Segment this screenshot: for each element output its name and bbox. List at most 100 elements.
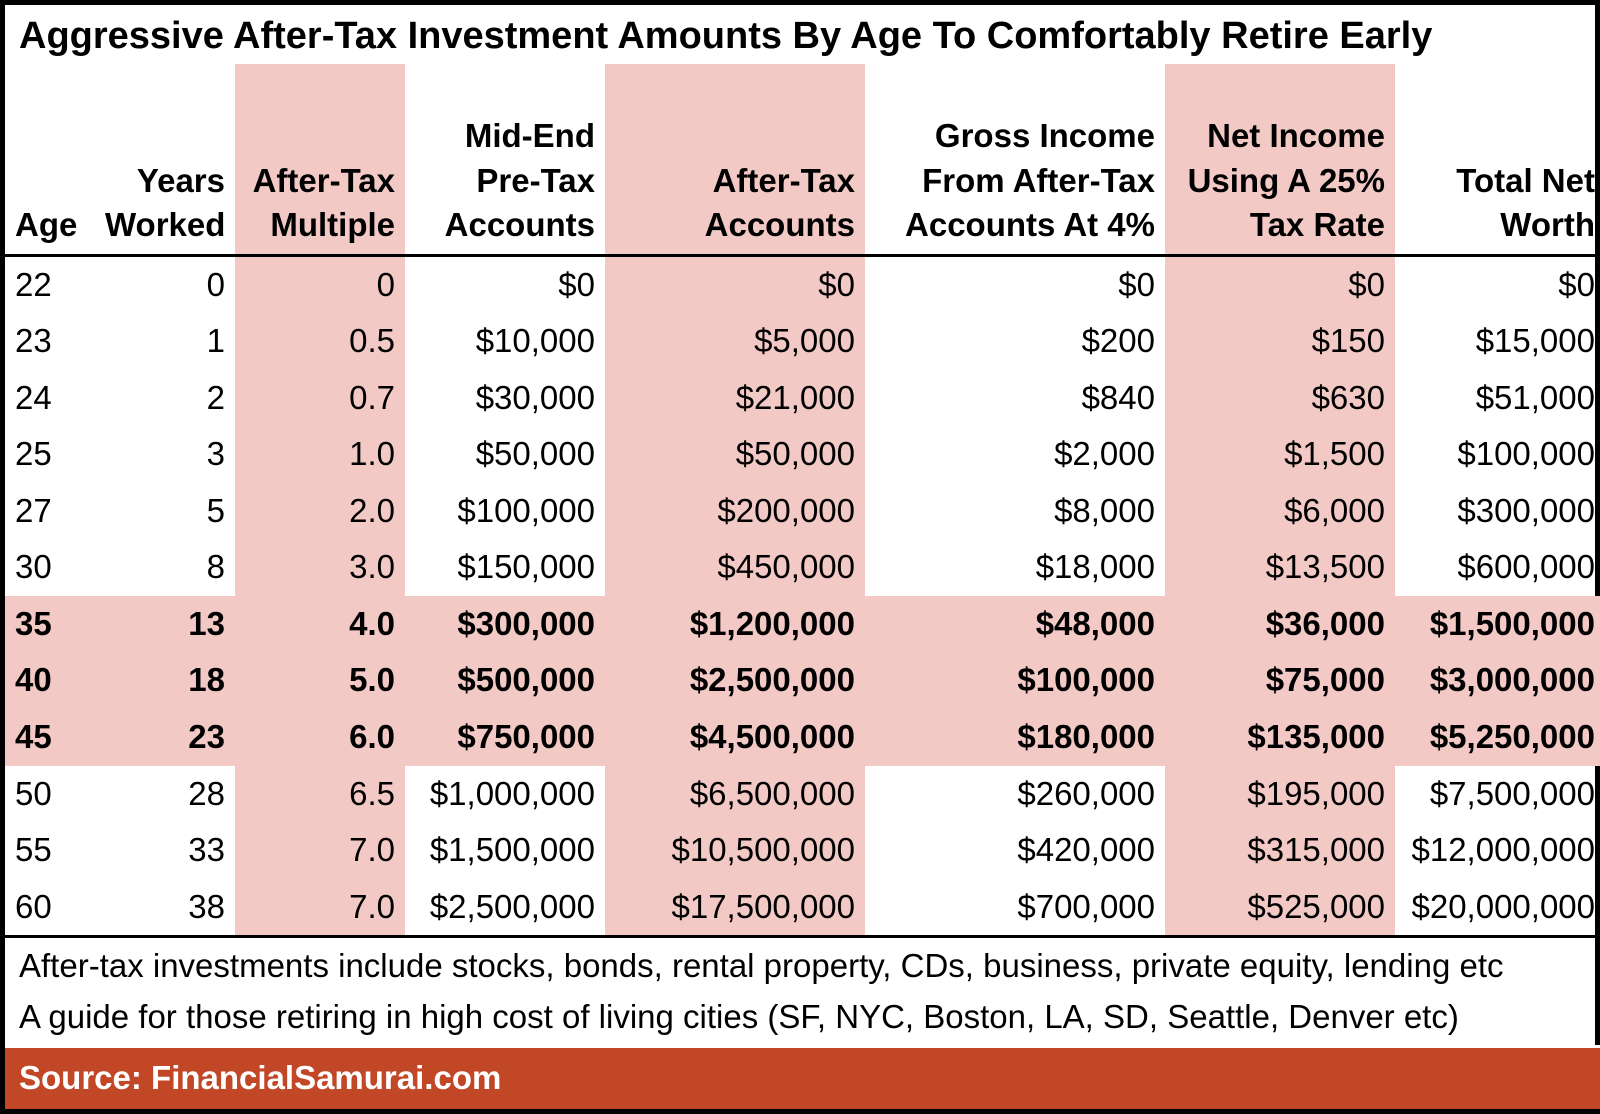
cell-networth: $7,500,000 xyxy=(1395,766,1600,823)
cell-pretax: $30,000 xyxy=(405,370,605,427)
cell-aftertax: $21,000 xyxy=(605,370,865,427)
cell-net: $36,000 xyxy=(1165,596,1395,653)
table-row: 2531.0$50,000$50,000$2,000$1,500$100,000 xyxy=(5,426,1600,483)
cell-net: $0 xyxy=(1165,255,1395,313)
cell-gross: $260,000 xyxy=(865,766,1165,823)
cell-age: 30 xyxy=(5,539,95,596)
cell-age: 27 xyxy=(5,483,95,540)
cell-age: 45 xyxy=(5,709,95,766)
cell-multiple: 3.0 xyxy=(235,539,405,596)
footnote-row-2: A guide for those retiring in high cost … xyxy=(5,995,1600,1047)
cell-multiple: 7.0 xyxy=(235,879,405,937)
cell-multiple: 6.5 xyxy=(235,766,405,823)
cell-multiple: 0.5 xyxy=(235,313,405,370)
cell-multiple: 7.0 xyxy=(235,822,405,879)
cell-networth: $100,000 xyxy=(1395,426,1600,483)
table-title: Aggressive After-Tax Investment Amounts … xyxy=(5,5,1595,64)
cell-years: 23 xyxy=(95,709,235,766)
cell-gross: $100,000 xyxy=(865,652,1165,709)
table-row: 45236.0$750,000$4,500,000$180,000$135,00… xyxy=(5,709,1600,766)
cell-net: $195,000 xyxy=(1165,766,1395,823)
table-row: 3083.0$150,000$450,000$18,000$13,500$600… xyxy=(5,539,1600,596)
cell-age: 55 xyxy=(5,822,95,879)
cell-pretax: $10,000 xyxy=(405,313,605,370)
cell-age: 24 xyxy=(5,370,95,427)
cell-net: $6,000 xyxy=(1165,483,1395,540)
investment-table: AgeYears WorkedAfter-Tax MultipleMid-End… xyxy=(5,64,1600,1109)
cell-gross: $18,000 xyxy=(865,539,1165,596)
cell-multiple: 0.7 xyxy=(235,370,405,427)
cell-years: 2 xyxy=(95,370,235,427)
cell-networth: $15,000 xyxy=(1395,313,1600,370)
cell-aftertax: $6,500,000 xyxy=(605,766,865,823)
investment-table-container: Aggressive After-Tax Investment Amounts … xyxy=(0,0,1600,1114)
cell-years: 38 xyxy=(95,879,235,937)
cell-multiple: 1.0 xyxy=(235,426,405,483)
cell-pretax: $0 xyxy=(405,255,605,313)
footnote-2: A guide for those retiring in high cost … xyxy=(5,995,1600,1047)
cell-years: 5 xyxy=(95,483,235,540)
cell-pretax: $100,000 xyxy=(405,483,605,540)
cell-years: 8 xyxy=(95,539,235,596)
cell-years: 13 xyxy=(95,596,235,653)
cell-multiple: 5.0 xyxy=(235,652,405,709)
cell-networth: $0 xyxy=(1395,255,1600,313)
cell-gross: $180,000 xyxy=(865,709,1165,766)
cell-networth: $1,500,000 xyxy=(1395,596,1600,653)
cell-pretax: $300,000 xyxy=(405,596,605,653)
cell-net: $150 xyxy=(1165,313,1395,370)
cell-pretax: $2,500,000 xyxy=(405,879,605,937)
footnote-row-1: After-tax investments include stocks, bo… xyxy=(5,937,1600,995)
cell-multiple: 6.0 xyxy=(235,709,405,766)
cell-networth: $3,000,000 xyxy=(1395,652,1600,709)
cell-networth: $600,000 xyxy=(1395,539,1600,596)
col-header-aftertax: After-Tax Accounts xyxy=(605,64,865,255)
cell-net: $630 xyxy=(1165,370,1395,427)
cell-net: $525,000 xyxy=(1165,879,1395,937)
table-row: 2200$0$0$0$0$0 xyxy=(5,255,1600,313)
cell-net: $315,000 xyxy=(1165,822,1395,879)
cell-gross: $2,000 xyxy=(865,426,1165,483)
cell-pretax: $750,000 xyxy=(405,709,605,766)
cell-net: $1,500 xyxy=(1165,426,1395,483)
cell-pretax: $150,000 xyxy=(405,539,605,596)
cell-aftertax: $5,000 xyxy=(605,313,865,370)
cell-networth: $5,250,000 xyxy=(1395,709,1600,766)
cell-pretax: $1,000,000 xyxy=(405,766,605,823)
cell-aftertax: $1,200,000 xyxy=(605,596,865,653)
cell-multiple: 0 xyxy=(235,255,405,313)
table-row: 60387.0$2,500,000$17,500,000$700,000$525… xyxy=(5,879,1600,937)
cell-aftertax: $17,500,000 xyxy=(605,879,865,937)
footnote-1: After-tax investments include stocks, bo… xyxy=(5,937,1600,995)
cell-aftertax: $50,000 xyxy=(605,426,865,483)
cell-aftertax: $450,000 xyxy=(605,539,865,596)
cell-gross: $0 xyxy=(865,255,1165,313)
col-header-multiple: After-Tax Multiple xyxy=(235,64,405,255)
table-body: 2200$0$0$0$0$02310.5$10,000$5,000$200$15… xyxy=(5,255,1600,937)
cell-networth: $12,000,000 xyxy=(1395,822,1600,879)
col-header-years: Years Worked xyxy=(95,64,235,255)
cell-gross: $700,000 xyxy=(865,879,1165,937)
cell-gross: $8,000 xyxy=(865,483,1165,540)
cell-net: $135,000 xyxy=(1165,709,1395,766)
table-row: 50286.5$1,000,000$6,500,000$260,000$195,… xyxy=(5,766,1600,823)
cell-aftertax: $2,500,000 xyxy=(605,652,865,709)
cell-years: 33 xyxy=(95,822,235,879)
cell-pretax: $500,000 xyxy=(405,652,605,709)
table-row: 2310.5$10,000$5,000$200$150$15,000 xyxy=(5,313,1600,370)
table-row: 2752.0$100,000$200,000$8,000$6,000$300,0… xyxy=(5,483,1600,540)
col-header-networth: Total Net Worth xyxy=(1395,64,1600,255)
cell-age: 22 xyxy=(5,255,95,313)
cell-multiple: 2.0 xyxy=(235,483,405,540)
cell-aftertax: $4,500,000 xyxy=(605,709,865,766)
cell-gross: $840 xyxy=(865,370,1165,427)
cell-gross: $200 xyxy=(865,313,1165,370)
cell-years: 3 xyxy=(95,426,235,483)
col-header-net: Net Income Using A 25% Tax Rate xyxy=(1165,64,1395,255)
cell-age: 25 xyxy=(5,426,95,483)
source-row: Source: FinancialSamurai.com xyxy=(5,1047,1600,1109)
table-row: 40185.0$500,000$2,500,000$100,000$75,000… xyxy=(5,652,1600,709)
source-label: Source: FinancialSamurai.com xyxy=(5,1047,1600,1109)
cell-pretax: $1,500,000 xyxy=(405,822,605,879)
col-header-age: Age xyxy=(5,64,95,255)
